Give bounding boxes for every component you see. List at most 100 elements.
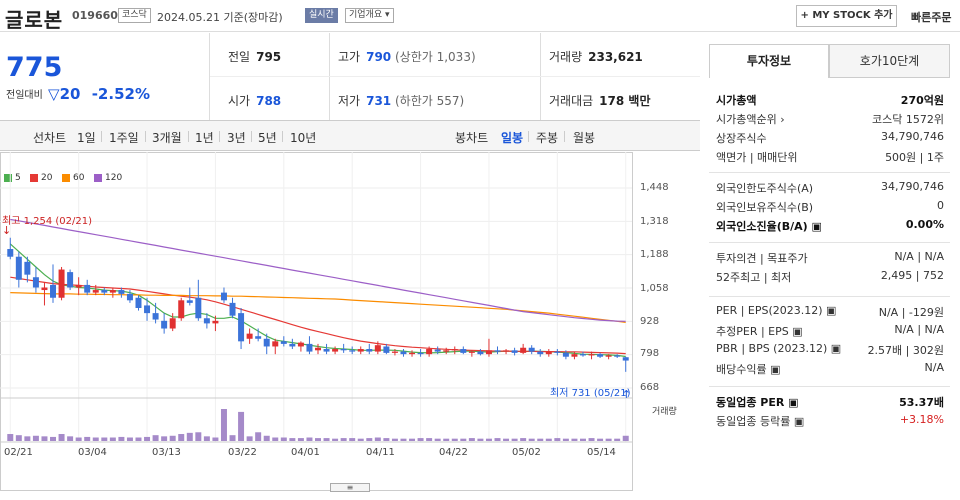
tab-3y[interactable]: 3년 [227, 131, 246, 145]
candle-body [468, 351, 475, 353]
stat-open: 시가 788 [228, 92, 281, 109]
stat-label: 저가 [338, 94, 361, 108]
volume-bar [323, 438, 330, 441]
legend-ma5: 5 [4, 173, 21, 183]
info-value: +3.18% [899, 413, 944, 426]
candle-body [323, 349, 330, 352]
volume-bar [391, 438, 398, 441]
tab-10y[interactable]: 10년 [290, 131, 317, 145]
stat-value: 790 [366, 50, 392, 64]
ma120-line [10, 218, 626, 322]
tab-weekly[interactable]: 주봉 [536, 131, 559, 145]
divider [709, 172, 950, 173]
candle-body [7, 249, 14, 257]
stat-label: 거래량 [549, 50, 583, 64]
stat-label: 거래대금 [549, 94, 594, 108]
volume-bar [528, 438, 535, 441]
candle-body [374, 345, 381, 352]
volume-bar [443, 438, 450, 441]
stat-volume: 거래량 233,621 [549, 48, 643, 65]
info-key: 52주최고 | 최저 [716, 271, 792, 284]
volume-bar [75, 437, 82, 441]
candle-body [537, 351, 544, 355]
add-mystock-button[interactable]: + MY STOCK 추가 [796, 5, 897, 27]
candle-body [426, 349, 433, 355]
volume-bar [58, 434, 65, 441]
volume-bar [178, 434, 185, 441]
candle-body [24, 261, 31, 275]
candle-body [50, 284, 57, 298]
realtime-badge[interactable]: 실시간 [305, 8, 338, 23]
volume-bar [537, 438, 544, 441]
volume-bar [477, 438, 484, 441]
candle-body [109, 290, 116, 293]
candle-body [118, 290, 125, 294]
x-tick: 03/04 [78, 447, 107, 458]
candle-body [503, 350, 510, 352]
min-arrow: ↑ [622, 388, 631, 401]
tab-daily[interactable]: 일봉 [501, 131, 524, 145]
tab-1d[interactable]: 1일 [77, 131, 96, 145]
info-key: 추정PER | EPS ▣ [716, 325, 803, 338]
info-key: 투자의견 | 목표주가 [716, 252, 808, 265]
divider [564, 131, 565, 142]
volume-bar [503, 438, 510, 441]
tab-3m[interactable]: 3개월 [152, 131, 182, 145]
candle-body [186, 300, 193, 303]
candle-body [126, 293, 133, 301]
tab-1w[interactable]: 1주일 [109, 131, 139, 145]
candle-body [605, 355, 612, 357]
info-value: 34,790,746 [881, 180, 944, 193]
max-arrow: ↓ [2, 224, 11, 237]
volume-bar [511, 438, 518, 441]
volume-bar [220, 409, 227, 441]
chart-scroll-handle[interactable]: ≡ [330, 483, 370, 492]
tab-5y[interactable]: 5년 [258, 131, 277, 145]
volume-bar [306, 437, 313, 441]
x-tick: 04/11 [366, 447, 395, 458]
divider [210, 76, 700, 77]
quick-order-link[interactable]: 빠른주문 [911, 11, 952, 24]
info-key: 외국인보유주식수(B) [716, 201, 814, 214]
candle-body [391, 351, 398, 353]
change-group: 전일대비 ▽20 -2.52% [6, 85, 150, 103]
candle-body [614, 355, 621, 357]
candle-body [263, 338, 270, 347]
tab-1y[interactable]: 1년 [195, 131, 214, 145]
y-tick: 1,318 [640, 216, 669, 227]
candle-body [622, 357, 629, 361]
stat-prev: 전일 795 [228, 48, 281, 65]
volume-bar [409, 438, 416, 441]
volume-bar [597, 438, 604, 441]
info-row: 동일업종 PER ▣ 53.37배 [716, 394, 944, 410]
volume-bar [374, 437, 381, 441]
candle-body [485, 350, 492, 355]
x-tick: 03/22 [228, 447, 257, 458]
volume-bar [417, 438, 424, 441]
stat-value: 788 [256, 94, 282, 108]
candle-body [92, 290, 99, 293]
info-row: 외국인소진율(B/A) ▣ 0.00% [716, 218, 944, 234]
corp-overview-dropdown[interactable]: 기업개요 ▾ [345, 8, 394, 23]
volume-bar [315, 438, 321, 441]
volume-bar [468, 438, 475, 441]
volume-bar [109, 437, 116, 441]
candle-body [178, 300, 185, 319]
volume-bar [579, 438, 586, 441]
legend-swatch [62, 173, 70, 182]
info-value: N/A | -129원 [878, 306, 944, 319]
min-price-label: 최저 731 (05/21) [550, 388, 631, 399]
divider [709, 386, 950, 387]
volume-bar [554, 438, 561, 441]
x-tick: 04/22 [439, 447, 468, 458]
volume-bar [84, 436, 91, 441]
info-key: 외국인한도주식수(A) [716, 182, 814, 195]
tab-invest-info[interactable]: 투자정보 [709, 44, 829, 78]
price-chart[interactable]: ↓↑ [0, 152, 700, 492]
info-row: PBR | BPS (2023.12) ▣ 2.57배 | 302원 [716, 342, 944, 357]
tab-monthly[interactable]: 월봉 [573, 131, 596, 145]
candle-body [289, 343, 296, 347]
tab-orderbook[interactable]: 호가10단계 [829, 44, 950, 78]
volume-bar [195, 432, 202, 441]
stat-value: 795 [256, 50, 282, 64]
